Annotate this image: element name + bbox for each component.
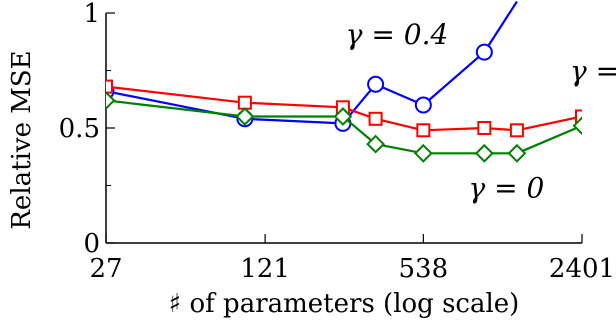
series-annotation: γ = 0 bbox=[469, 171, 545, 204]
data-point bbox=[333, 107, 353, 126]
data-point bbox=[237, 95, 252, 110]
data-point bbox=[106, 79, 113, 94]
data-point bbox=[475, 43, 493, 61]
data-point bbox=[507, 143, 527, 163]
y-tick-label: 0.5 bbox=[59, 114, 100, 144]
series-annotation: γ = 0.2 bbox=[570, 55, 616, 88]
data-point bbox=[367, 75, 385, 93]
axes: 0 0.5 1 27 121 538 2401 bbox=[59, 0, 615, 284]
data-point bbox=[572, 116, 582, 136]
series-layer bbox=[106, 0, 582, 163]
y-tick-label: 0 bbox=[83, 229, 100, 259]
data-point bbox=[235, 107, 255, 126]
data-point bbox=[368, 111, 383, 126]
data-point bbox=[416, 123, 431, 138]
data-point bbox=[414, 96, 432, 114]
x-axis-label: ♯ of parameters (log scale) bbox=[169, 289, 520, 319]
x-tick-label: 2401 bbox=[549, 254, 615, 284]
series-annotation: γ = 0.4 bbox=[346, 18, 449, 51]
data-point bbox=[509, 123, 524, 138]
data-point bbox=[474, 143, 494, 163]
data-point bbox=[366, 134, 386, 154]
x-tick-label: 538 bbox=[399, 254, 449, 284]
y-tick-label: 1 bbox=[83, 0, 100, 29]
data-point bbox=[477, 121, 492, 135]
annotation-layer: γ = 0.4 γ = 0.2 γ = 0 bbox=[346, 18, 616, 204]
data-point bbox=[106, 90, 116, 110]
y-axis-label: Relative MSE bbox=[7, 50, 37, 229]
series-2 bbox=[106, 90, 582, 163]
x-tick-label: 27 bbox=[89, 254, 122, 284]
data-point bbox=[413, 143, 433, 163]
series-1 bbox=[106, 79, 582, 138]
x-tick-label: 121 bbox=[240, 254, 290, 284]
series-0 bbox=[106, 0, 518, 132]
data-point bbox=[575, 109, 582, 124]
